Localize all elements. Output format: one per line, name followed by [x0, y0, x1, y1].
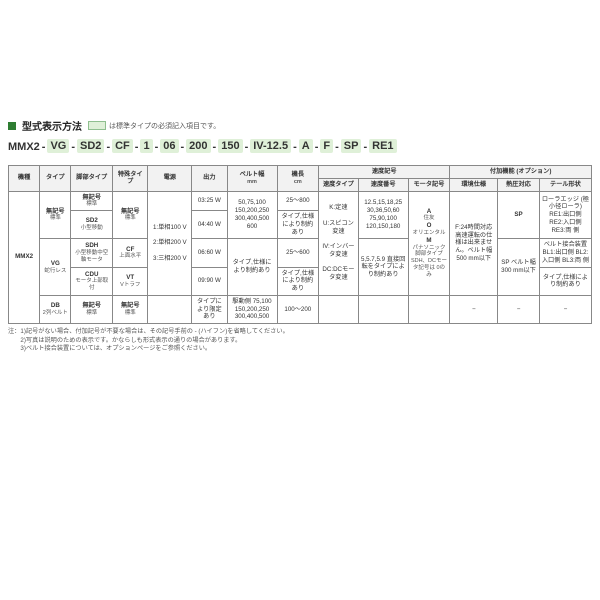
col-motor: モータ記号 — [408, 178, 450, 191]
code-seg: 200 — [186, 139, 210, 153]
col-heat: 熱圧対応 — [498, 178, 540, 191]
code-seg: F — [320, 139, 333, 153]
cell-leg: SDH小型移動中空軸モータ — [71, 239, 113, 267]
cell-special: VTVトラフ — [113, 267, 148, 295]
cell-speednum: 5,5.7,5.9 直接回転をタイプにより制約あり — [358, 239, 408, 296]
cell-speedtype — [319, 295, 359, 323]
cell-length: 100〜200 — [277, 295, 319, 323]
table-row: VG蛇行レス SDH小型移動中空軸モータ CF上面水平 06:60 W タイプ,… — [9, 239, 592, 267]
legend: は標準タイプの必須記入項目です。 — [88, 121, 220, 131]
model-code-row: MMX2- VG- SD2- CF- 1- 06- 200- 150- IV-1… — [8, 139, 592, 153]
col-output: 出力 — [192, 166, 227, 192]
cell-speednum: 12.5,15,18,25 30,36,50,60 75,90,100 120,… — [358, 191, 408, 239]
code-seg: 1 — [140, 139, 152, 153]
table-row: MMX2 無記号標準 無記号標準 無記号標準 1:単相100 V2:単相200 … — [9, 191, 592, 211]
cell-length: 25〜600 — [277, 239, 319, 267]
cell-type: 無記号標準 — [40, 191, 71, 239]
cell-leg: CDUモータ上部取付 — [71, 267, 113, 295]
col-option-group: 付加機能 (オプション) — [450, 166, 592, 179]
cell-tail: − — [539, 295, 591, 323]
cell-special: 無記号標準 — [113, 295, 148, 323]
col-power: 電源 — [148, 166, 192, 192]
code-seg: 150 — [218, 139, 242, 153]
code-seg: VG — [47, 139, 69, 153]
col-speed-group: 速度記号 — [319, 166, 450, 179]
cell-env: F:24時間対応 高速運転の仕様は出来ません。ベルト幅 500 mm以下 — [450, 191, 498, 295]
cell-special: 無記号標準 — [113, 191, 148, 239]
legend-text: は標準タイプの必須記入項目です。 — [109, 121, 220, 131]
cell-type: DB2列ベルト — [40, 295, 71, 323]
cell-beltwidth: 駆動側 75,100 150,200,250 300,400,500 — [227, 295, 277, 323]
footnotes: 注：1)記号がない場合、付加記号が不要な場合は、その記号手前の - (ハイフン)… — [8, 328, 592, 354]
header-row-1: 機種 タイプ 脚部タイプ 特殊タイプ 電源 出力 ベルト幅mm 機長cm 速度記… — [9, 166, 592, 179]
title-marker — [8, 122, 16, 130]
cell-leg: SD2小型移動 — [71, 211, 113, 239]
cell-output: 09:90 W — [192, 267, 227, 295]
cell-tail: ローラエッジ (極小径ローラ) RE1:出口側 RE2:入口側 RE3:両 側 — [539, 191, 591, 239]
code-seg: SP — [341, 139, 362, 153]
cell-motor — [408, 295, 450, 323]
col-machine: 機種 — [9, 166, 40, 192]
cell-output: 03:25 W — [192, 191, 227, 211]
col-type: タイプ — [40, 166, 71, 192]
code-seg: SD2 — [77, 139, 104, 153]
cell-speednum — [358, 295, 408, 323]
cell-power — [148, 295, 192, 323]
cell-leg: 無記号標準 — [71, 191, 113, 211]
note-line: 注：1)記号がない場合、付加記号が不要な場合は、その記号手前の - (ハイフン)… — [8, 328, 592, 337]
cell-tail: タイプ,仕様により制約あり — [539, 267, 591, 295]
code-seg: IV-12.5 — [250, 139, 291, 153]
spec-table: 機種 タイプ 脚部タイプ 特殊タイプ 電源 出力 ベルト幅mm 機長cm 速度記… — [8, 165, 592, 324]
cell-power: 1:単相100 V2:単相200 V3:三相200 V — [148, 191, 192, 295]
cell-type: VG蛇行レス — [40, 239, 71, 296]
cell-length: 25〜800 — [277, 191, 319, 211]
cell-output: タイプにより限定あり — [192, 295, 227, 323]
col-length: 機長cm — [277, 166, 319, 192]
col-tail: テール形状 — [539, 178, 591, 191]
code-seg: RE1 — [369, 139, 396, 153]
title-row: 型式表示方法 は標準タイプの必須記入項目です。 — [8, 118, 592, 133]
note-line: 3)ベルト接合装置については、オプションページをご参照ください。 — [8, 345, 592, 354]
cell-heat: SP ベルト幅 300 mm以下 — [498, 239, 540, 296]
cell-env: − — [450, 295, 498, 323]
cell-heat: SP — [498, 191, 540, 239]
col-speednum: 速度番号 — [358, 178, 408, 191]
cell-beltwidth: タイプ,仕様により制約あり — [227, 239, 277, 296]
cell-length: タイプ,仕様により制約あり — [277, 211, 319, 239]
col-env: 環境仕様 — [450, 178, 498, 191]
cell-speedtype: K:定速U:スピコン変速IV:インバータ変速DC:DCモータ変速 — [319, 191, 359, 295]
col-special: 特殊タイプ — [113, 166, 148, 192]
code-seg: MMX2 — [8, 141, 40, 153]
cell-heat: − — [498, 295, 540, 323]
code-seg: CF — [112, 139, 133, 153]
col-leg: 脚部タイプ — [71, 166, 113, 192]
cell-machine: MMX2 — [9, 191, 40, 324]
code-seg: A — [299, 139, 313, 153]
table-row: DB2列ベルト 無記号標準 無記号標準 タイプにより限定あり 駆動側 75,10… — [9, 295, 592, 323]
code-seg: 06 — [160, 139, 178, 153]
legend-swatch — [88, 121, 106, 130]
col-beltwidth: ベルト幅mm — [227, 166, 277, 192]
cell-beltwidth: 50,75,100 150,200,250 300,400,500 600 — [227, 191, 277, 239]
cell-leg: 無記号標準 — [71, 295, 113, 323]
cell-motor: A住友 Oオリエンタル Mパナソニック 脚部タイプSDH、DCモータ記号は 0の… — [408, 191, 450, 295]
page-title: 型式表示方法 — [22, 118, 82, 133]
cell-special: CF上面水平 — [113, 239, 148, 267]
cell-tail: ベルト接合装置 BL1:出口側 BL2:入口側 BL3:両 側 — [539, 239, 591, 267]
cell-output: 04:40 W — [192, 211, 227, 239]
cell-length: タイプ,仕様により制約あり — [277, 267, 319, 295]
connector-lines — [8, 153, 592, 165]
col-speedtype: 速度タイプ — [319, 178, 359, 191]
cell-output: 06:60 W — [192, 239, 227, 267]
